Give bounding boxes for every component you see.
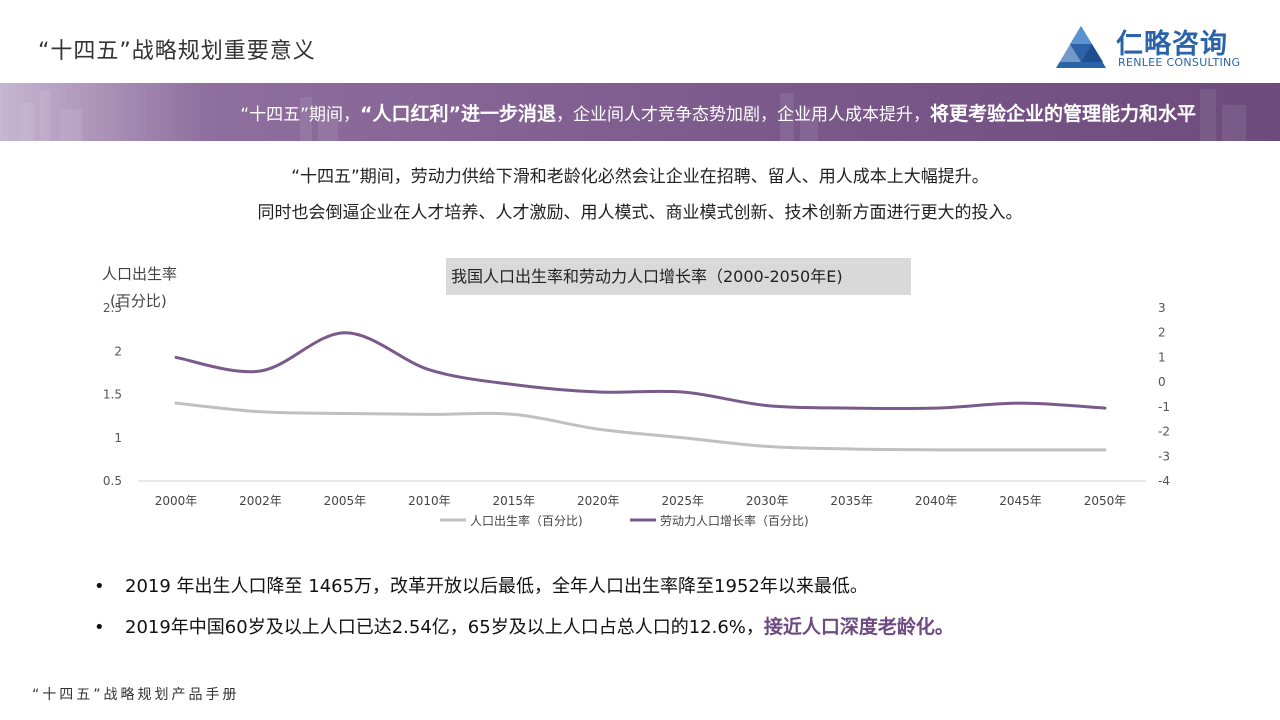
x-axis-tick-label: 2020年 — [577, 494, 620, 508]
bullet-item-1: • 2019 年出生人口降至 1465万，改革开放以后最低，全年人口出生率降至19… — [94, 572, 868, 598]
footer-text: “十四五”战略规划产品手册 — [32, 687, 240, 703]
right-axis-tick-label: 1 — [1158, 350, 1166, 364]
series-line-1 — [174, 401, 1107, 452]
banner-text-part1: “十四五”期间， — [240, 105, 360, 125]
right-axis-tick-label: -1 — [1158, 400, 1170, 414]
bullet-dot: • — [94, 617, 105, 638]
left-axis-tick-label: 2 — [114, 344, 122, 358]
right-axis-tick-label: 3 — [1158, 301, 1166, 315]
x-axis-tick-label: 2045年 — [999, 494, 1042, 508]
intro-line-1: “十四五”期间，劳动力供给下滑和老龄化必然会让企业在招聘、留人、用人成本上大幅提… — [291, 167, 989, 187]
legend-label-2: 劳动力人口增长率（百分比) — [660, 513, 809, 528]
bullet-item-2-highlight: 接近人口深度老龄化。 — [763, 616, 954, 638]
x-axis-tick-label: 2015年 — [493, 494, 536, 508]
left-axis-tick-label: 1.5 — [103, 388, 122, 402]
series-line-2 — [174, 331, 1107, 411]
banner-text: “十四五”期间，“人口红利”进一步消退，企业间人才竞争态势加剧，企业用人成本提升… — [240, 99, 1196, 126]
left-axis-tick-label: 1 — [114, 431, 122, 445]
logo-mountain-icon — [1056, 26, 1106, 68]
left-axis-tick-label: 0.5 — [103, 474, 122, 488]
x-axis-tick-label: 2010年 — [408, 494, 451, 508]
left-axis-tick-label: 2.5 — [103, 301, 122, 315]
banner-emphasis-2: 将更考验企业的管理能力和水平 — [929, 103, 1196, 125]
x-axis-tick-label: 2040年 — [915, 494, 958, 508]
left-axis-label-line1: 人口出生率 — [102, 265, 178, 283]
logo-text-cn: 仁略咨询 — [1116, 29, 1228, 60]
legend-label-1: 人口出生率（百分比) — [470, 513, 583, 528]
logo-text-en: RENLEE CONSULTING — [1118, 56, 1241, 69]
x-axis-tick-label: 2050年 — [1084, 494, 1127, 508]
x-axis-tick-label: 2025年 — [661, 494, 704, 508]
right-axis-tick-label: -4 — [1158, 474, 1170, 488]
x-axis-tick-label: 2002年 — [239, 494, 282, 508]
x-axis-tick-label: 2030年 — [746, 494, 789, 508]
page-title: “十四五”战略规划重要意义 — [38, 39, 316, 64]
right-axis-tick-label: -3 — [1158, 449, 1170, 463]
x-axis-tick-label: 2005年 — [324, 494, 367, 508]
right-axis-tick-label: 0 — [1158, 375, 1166, 389]
bullet-item-1-text: 2019 年出生人口降至 1465万，改革开放以后最低，全年人口出生率降至195… — [125, 576, 868, 597]
banner-city-background — [20, 89, 1246, 141]
bullet-dot: • — [94, 576, 105, 597]
intro-line-2: 同时也会倒逼企业在人才培养、人才激励、用人模式、商业模式创新、技术创新方面进行更… — [257, 203, 1023, 223]
banner-emphasis-1: “人口红利”进一步消退 — [360, 103, 556, 125]
left-axis-label-line2: (百分比) — [110, 292, 167, 310]
bullet-item-2-text: 2019年中国60岁及以上人口已达2.54亿，65岁及以上人口占总人口的12.6… — [125, 617, 764, 638]
x-axis-tick-label: 2035年 — [830, 494, 873, 508]
chart-title: 我国人口出生率和劳动力人口增长率（2000-2050年E) — [446, 258, 911, 295]
x-axis-tick-label: 2000年 — [155, 494, 198, 508]
bullet-item-2: • 2019年中国60岁及以上人口已达2.54亿，65岁及以上人口占总人口的12.… — [94, 612, 954, 639]
banner-text-part3: ，企业间人才竞争态势加剧，企业用人成本提升， — [555, 105, 930, 125]
company-logo: 仁略咨询 RENLEE CONSULTING — [1054, 22, 1244, 72]
right-axis-tick-label: 2 — [1158, 326, 1166, 340]
headline-banner: “十四五”期间，“人口红利”进一步消退，企业间人才竞争态势加剧，企业用人成本提升… — [0, 83, 1280, 141]
right-axis-tick-label: -2 — [1158, 425, 1170, 439]
